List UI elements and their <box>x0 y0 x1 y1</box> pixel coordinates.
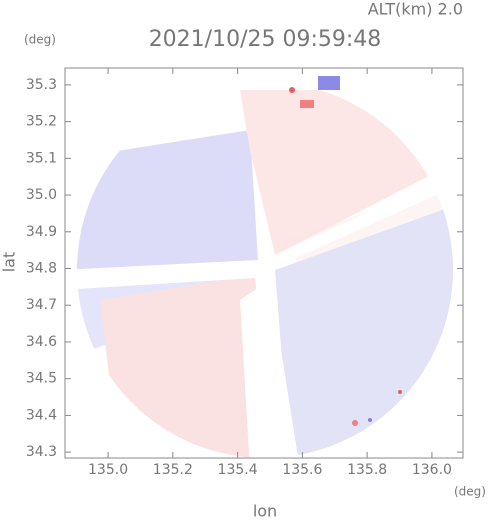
y-tick-label: 35.0 <box>26 187 57 203</box>
altitude: ALT(km) 2.0 <box>368 0 463 19</box>
x-unit: (deg) <box>454 485 486 499</box>
x-tick-label: 135.4 <box>218 462 258 478</box>
y-tick-label: 34.3 <box>26 444 57 460</box>
radar-field <box>77 76 453 458</box>
y-unit: (deg) <box>24 33 56 47</box>
x-axis-label: lon <box>253 502 277 521</box>
y-tick-label: 35.1 <box>26 150 57 166</box>
y-axis-label: lat <box>0 252 19 273</box>
chart-title: 2021/10/25 09:59:48 <box>149 27 382 52</box>
y-tick-label: 35.2 <box>26 114 57 130</box>
y-tick-label: 34.6 <box>26 334 57 350</box>
plot-frame <box>64 67 464 459</box>
y-tick-label: 34.9 <box>26 224 57 240</box>
y-tick-label: 34.5 <box>26 371 57 387</box>
y-tick-label: 34.4 <box>26 407 57 423</box>
y-tick-label: 34.8 <box>26 261 57 277</box>
x-tick-label: 136.0 <box>412 462 452 478</box>
x-tick-label: 135.0 <box>88 462 128 478</box>
x-tick-label: 135.2 <box>153 462 193 478</box>
y-tick-label: 35.3 <box>26 77 57 93</box>
y-tick-label: 34.7 <box>26 297 57 313</box>
x-tick-label: 135.8 <box>347 462 387 478</box>
x-tick-label: 135.6 <box>282 462 322 478</box>
